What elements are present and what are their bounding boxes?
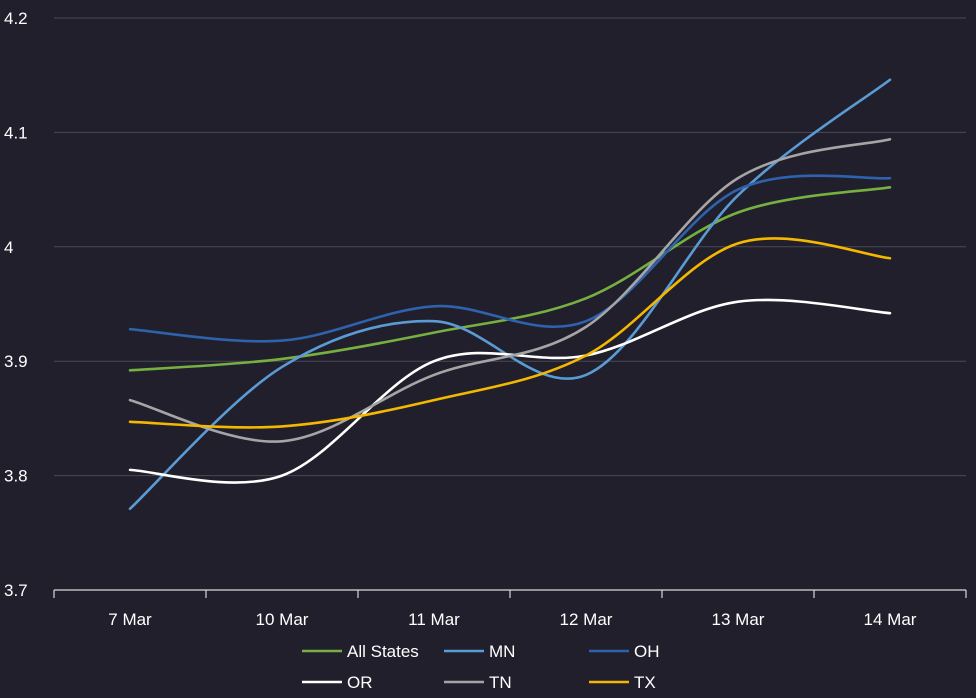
y-tick-label: 4.2 [4, 9, 28, 28]
x-tick-labels: 7 Mar 10 Mar 11 Mar 12 Mar 13 Mar 14 Mar [108, 610, 917, 629]
legend-label: OH [634, 642, 660, 661]
series-line-tx [128, 237, 892, 429]
legend-label: MN [489, 642, 515, 661]
legend-label: OR [347, 673, 373, 692]
series-line-or [128, 298, 892, 484]
x-tick-label: 14 Mar [864, 610, 917, 629]
series-line-all-states [128, 186, 892, 372]
legend-label: TN [489, 673, 512, 692]
x-tick-label: 10 Mar [256, 610, 309, 629]
y-axis: 3.7 3.8 3.9 4 4.1 4.2 [4, 9, 28, 600]
x-tick-label: 7 Mar [108, 610, 152, 629]
legend-label: All States [347, 642, 419, 661]
legend-label: TX [634, 673, 656, 692]
series-line-mn [128, 78, 892, 511]
series-line-tn [128, 137, 892, 443]
y-tick-label: 3.9 [4, 352, 28, 371]
y-tick-label: 3.8 [4, 467, 28, 486]
series-line-oh [128, 174, 892, 343]
y-tick-label: 3.7 [4, 581, 28, 600]
y-tick-label: 4.1 [4, 123, 28, 142]
x-tick-label: 13 Mar [712, 610, 765, 629]
gridlines [54, 17, 966, 477]
x-tick-label: 12 Mar [560, 610, 613, 629]
series-lines [128, 78, 892, 511]
x-tick-label: 11 Mar [408, 610, 460, 629]
y-tick-label: 4 [4, 238, 13, 257]
x-axis [53, 589, 967, 598]
legend: All States MN OH OR TN TX [302, 642, 660, 692]
